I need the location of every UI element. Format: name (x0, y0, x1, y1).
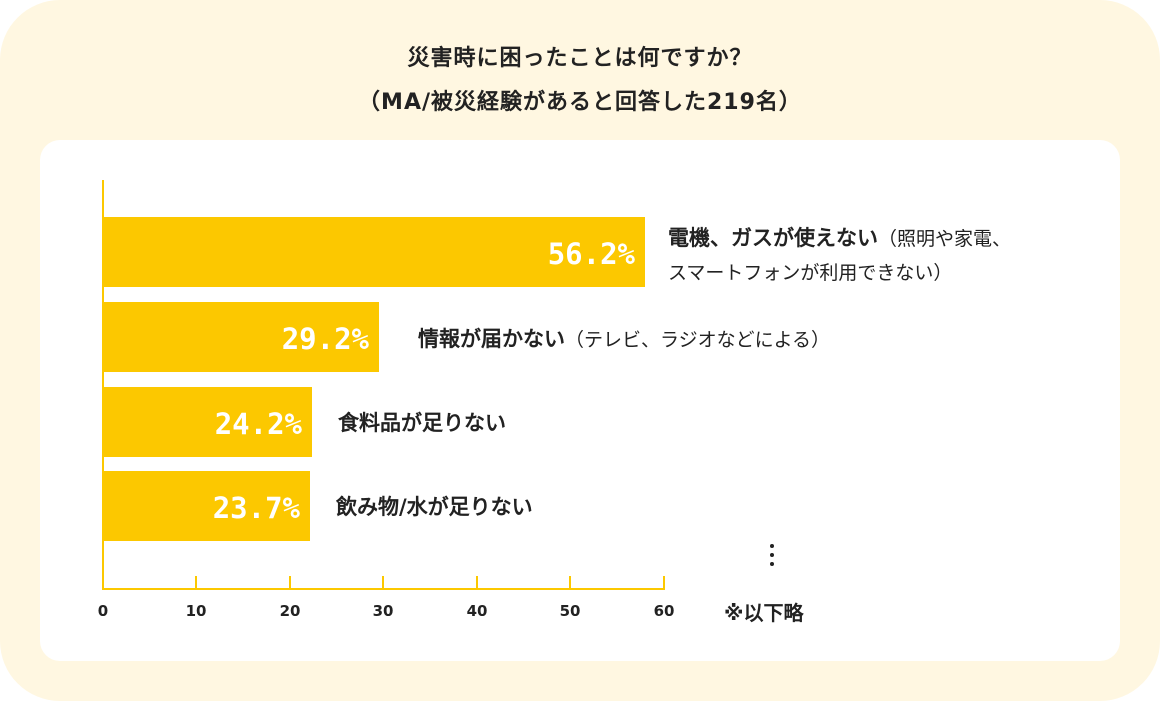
x-tick-label: 60 (653, 602, 675, 620)
chart-title: 災害時に困ったことは何ですか？ (407, 46, 753, 71)
x-tick-30 (382, 576, 384, 589)
bar-value-label: 29.2% (281, 322, 369, 356)
bar-electricity-gas: 56.2% (103, 217, 645, 287)
ellipsis-icon (770, 544, 776, 571)
omitted-note: ※以下略 (724, 601, 804, 625)
bar-label-food: 食料品が足りない (338, 411, 506, 435)
x-axis-line (102, 588, 665, 590)
bar-water: 23.7% (103, 471, 310, 541)
bar-label-information: 情報が届かない（テレビ、ラジオなどによる） (418, 323, 830, 353)
x-tick-label: 50 (559, 602, 581, 620)
y-axis-line (102, 180, 104, 590)
bar-label-electricity-gas: 電機、ガスが使えない（照明や家電、 (668, 222, 1011, 252)
bar-label-sub: （テレビ、ラジオなどによる） (565, 329, 831, 351)
bar-label-sub: （照明や家電、 (878, 228, 1012, 250)
bar-information: 29.2% (103, 302, 379, 372)
x-tick-40 (476, 576, 478, 589)
x-tick-label: 40 (466, 602, 488, 620)
bar-label-main: 電機、ガスが使えない (668, 226, 878, 250)
bar-value-label: 23.7% (212, 491, 300, 525)
bar-label-electricity-gas-line2: スマートフォンが利用できない） (668, 262, 953, 284)
x-tick-50 (569, 576, 571, 589)
x-tick-60 (663, 576, 665, 589)
x-tick-10 (195, 576, 197, 589)
x-tick-label: 0 (97, 602, 109, 620)
bar-food: 24.2% (103, 387, 312, 457)
x-tick-label: 10 (185, 602, 207, 620)
chart-subtitle: （MA/被災経験があると回答した219名） (358, 90, 802, 115)
x-tick-20 (289, 576, 291, 589)
bar-label-main: 情報が届かない (418, 327, 565, 351)
x-tick-label: 30 (372, 602, 394, 620)
x-tick-label: 20 (279, 602, 301, 620)
bar-value-label: 24.2% (214, 407, 302, 441)
bar-label-water: 飲み物/水が足りない (336, 495, 533, 519)
bar-value-label: 56.2% (547, 237, 635, 271)
